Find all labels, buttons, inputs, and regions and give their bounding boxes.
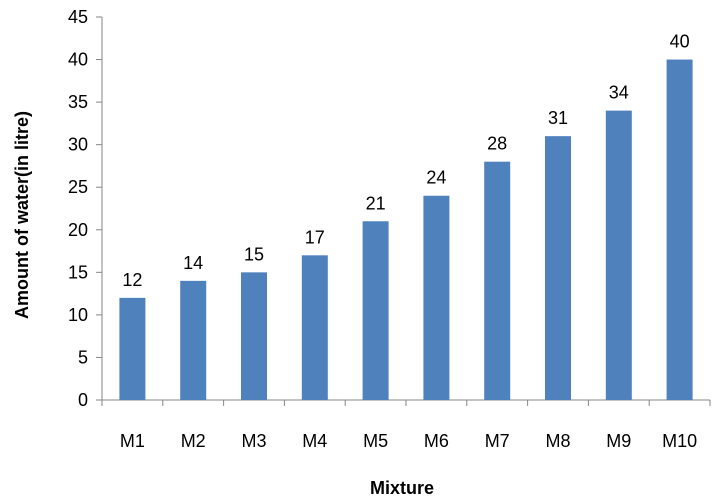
x-tick-label: M1: [120, 431, 145, 451]
bar: [545, 136, 571, 400]
x-tick-label: M10: [662, 431, 697, 451]
data-label: 21: [366, 193, 386, 213]
data-label: 34: [609, 83, 629, 103]
bar: [484, 161, 511, 400]
x-tick-label: M4: [302, 431, 327, 451]
y-axis-title: Amount of water(in litre): [12, 111, 32, 319]
x-tick-label: M3: [241, 431, 266, 451]
y-tick-label: 45: [68, 7, 88, 27]
x-tick-label: M7: [485, 431, 510, 451]
y-tick-label: 0: [78, 390, 88, 410]
bar: [666, 59, 693, 401]
x-tick-label: M2: [181, 431, 206, 451]
bar: [605, 110, 632, 400]
y-tick-label: 5: [78, 347, 88, 367]
data-label: 15: [244, 244, 264, 264]
bar: [241, 272, 267, 400]
data-label: 14: [183, 253, 203, 273]
data-label: 40: [670, 32, 690, 52]
y-tick-label: 35: [68, 92, 88, 112]
y-tick-label: 30: [68, 135, 88, 155]
bar: [119, 297, 146, 400]
y-tick-label: 15: [68, 262, 88, 282]
data-labels-layer: 12 14 15 17 21 24 28 31 34 40: [122, 32, 689, 290]
bar: [362, 221, 389, 400]
data-label: 31: [548, 108, 568, 128]
data-label: 28: [487, 134, 507, 154]
x-axis-group: M1 M2 M3 M4 M5 M6 M7 M8 M9 M10: [101, 399, 711, 451]
bar: [301, 255, 328, 400]
y-tick-label: 40: [68, 50, 88, 70]
x-tick-label: M5: [363, 431, 388, 451]
y-tick-label: 20: [68, 220, 88, 240]
y-tick-label: 25: [68, 177, 88, 197]
data-label: 12: [122, 270, 142, 290]
y-tick-label: 10: [68, 305, 88, 325]
data-label: 24: [426, 168, 446, 188]
x-ticks: M1 M2 M3 M4 M5 M6 M7 M8 M9 M10: [101, 400, 711, 451]
x-tick-label: M8: [545, 431, 570, 451]
x-axis-title: Mixture: [370, 478, 434, 498]
x-tick-label: M6: [424, 431, 449, 451]
bars-layer: [119, 59, 693, 401]
y-ticks: 0 5 10 15 20 25 30 35 40 45: [68, 7, 102, 410]
bar: [423, 195, 450, 400]
bar: [180, 280, 207, 400]
y-axis-group: 0 5 10 15 20 25 30 35 40 45: [68, 7, 103, 410]
data-label: 17: [305, 227, 325, 247]
x-tick-label: M9: [606, 431, 631, 451]
